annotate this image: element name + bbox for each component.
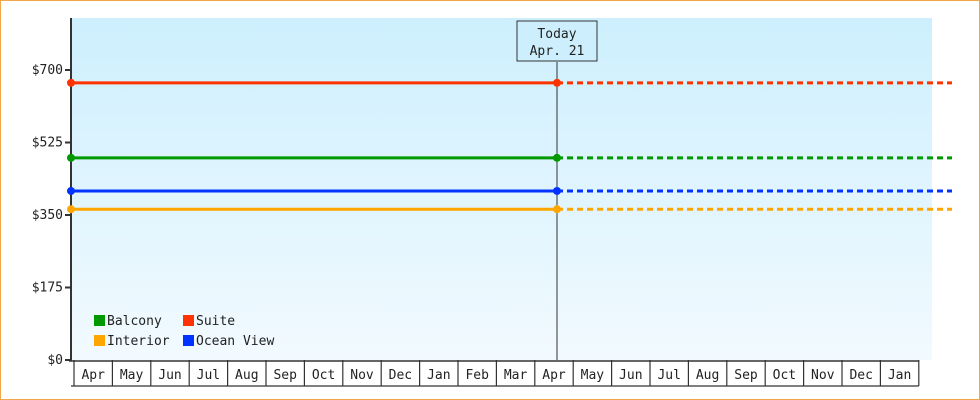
x-tick-label: Jan <box>888 368 911 383</box>
y-tick-label: $700 <box>32 63 63 78</box>
y-tick-label: $525 <box>32 136 63 151</box>
legend-swatch <box>183 315 194 326</box>
x-tick-label: Oct <box>773 368 796 383</box>
y-tick-label: $350 <box>32 208 63 223</box>
x-tick-label: Feb <box>465 368 489 383</box>
x-tick-label: Aug <box>235 368 258 383</box>
y-tick-label: $0 <box>47 353 63 368</box>
x-tick-label: Mar <box>504 368 528 383</box>
x-tick-label: Jul <box>657 368 680 383</box>
x-tick-label: Sep <box>273 368 297 383</box>
today-label: Today <box>537 27 576 42</box>
x-tick-label: Apr <box>81 368 105 383</box>
x-tick-label: May <box>581 368 605 383</box>
x-tick-label: Sep <box>734 368 758 383</box>
x-tick-label: Nov <box>350 368 374 383</box>
x-tick-label: Apr <box>542 368 566 383</box>
x-tick-label: Dec <box>849 368 872 383</box>
data-point <box>67 205 75 214</box>
data-point <box>67 153 75 162</box>
x-tick-label: Jun <box>158 368 181 383</box>
data-point <box>553 153 561 162</box>
today-date: Apr. 21 <box>530 44 585 59</box>
legend-label: Interior <box>107 334 170 349</box>
data-point <box>553 186 561 195</box>
legend-label: Suite <box>196 314 235 329</box>
legend-swatch <box>94 315 105 326</box>
x-tick-label: Jun <box>619 368 642 383</box>
legend-label: Ocean View <box>196 334 274 349</box>
y-tick-label: $175 <box>32 281 63 296</box>
today-box <box>516 20 598 62</box>
x-tick-label: Jan <box>427 368 450 383</box>
x-tick-label: Nov <box>811 368 835 383</box>
data-point <box>553 205 561 214</box>
x-tick-label: Dec <box>389 368 412 383</box>
x-tick-label: May <box>120 368 144 383</box>
plot-area <box>71 18 932 360</box>
data-point <box>67 78 75 87</box>
data-point <box>67 186 75 195</box>
legend-swatch <box>183 335 194 346</box>
legend-swatch <box>94 335 105 346</box>
x-tick-label: Oct <box>312 368 335 383</box>
legend-label: Balcony <box>107 314 162 329</box>
x-tick-label: Aug <box>696 368 719 383</box>
data-point <box>553 78 561 87</box>
x-tick-label: Jul <box>197 368 220 383</box>
